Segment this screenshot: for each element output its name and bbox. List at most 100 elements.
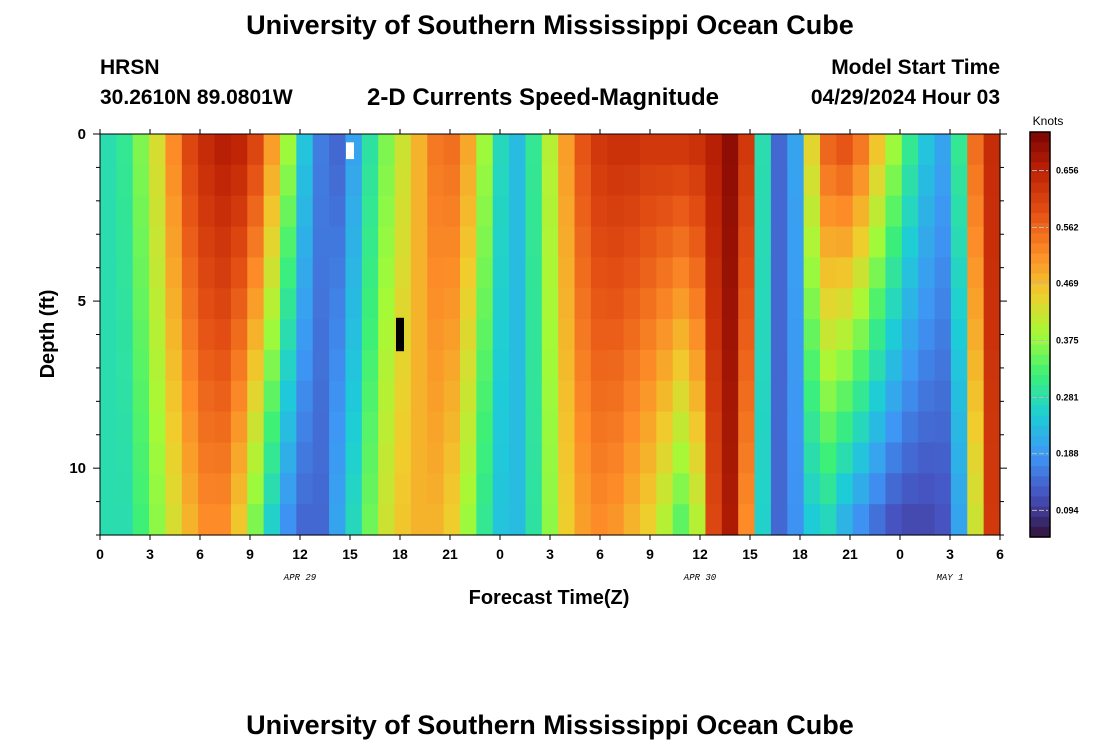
x-tick-label: 18	[392, 546, 408, 562]
heatmap-cell	[247, 473, 265, 505]
heatmap-cell	[132, 134, 150, 166]
heatmap-cell	[836, 380, 854, 413]
heatmap-chart: 0 3 6 9 12 15 18 21 0 3 6 9 12 15 18 21 0 3 6 APR 29 APR 30 M…	[37, 114, 1079, 609]
heatmap-cell	[492, 195, 510, 228]
heatmap-cell	[689, 195, 707, 228]
heatmap-cell	[345, 473, 363, 505]
colorbar-segment	[1030, 182, 1050, 194]
heatmap-cell	[803, 504, 821, 536]
heatmap-cell	[574, 349, 592, 382]
heatmap-cell	[443, 134, 461, 166]
heatmap-cell	[198, 164, 216, 197]
heatmap-cell	[149, 319, 167, 351]
heatmap-cell	[705, 226, 723, 258]
heatmap-cell	[100, 195, 117, 228]
station-name: HRSN	[100, 56, 160, 79]
heatmap-cell	[492, 504, 510, 536]
heatmap-cell	[623, 226, 641, 258]
heatmap-cell	[427, 504, 445, 536]
heatmap-cell	[901, 442, 919, 474]
colorbar-segment	[1030, 506, 1050, 518]
heatmap-cell	[787, 349, 805, 382]
heatmap-cell	[345, 349, 363, 382]
heatmap-cell	[198, 411, 216, 444]
heatmap-cell	[312, 411, 330, 444]
heatmap-cell	[623, 319, 641, 351]
heatmap-cell	[312, 226, 330, 258]
heatmap-cell	[198, 288, 216, 320]
heatmap-cell	[263, 164, 281, 197]
heatmap-cell	[296, 288, 314, 320]
heatmap-cell	[312, 134, 330, 166]
heatmap-cell	[492, 380, 510, 413]
x-tick-label: 0	[896, 546, 904, 562]
heatmap-cell	[721, 319, 739, 351]
heatmap-cell	[541, 195, 559, 228]
heatmap-cell	[672, 134, 690, 166]
heatmap-cell	[230, 319, 248, 351]
heatmap-cell	[950, 349, 968, 382]
heatmap-cell	[689, 411, 707, 444]
heatmap-cell	[754, 226, 772, 258]
heatmap-cell	[869, 226, 887, 258]
heatmap-cell	[836, 504, 854, 536]
heatmap-cell	[721, 473, 739, 505]
heatmap-cell	[607, 164, 625, 197]
heatmap-cell	[263, 134, 281, 166]
heatmap-cell	[312, 380, 330, 413]
heatmap-cell	[263, 257, 281, 289]
heatmap-cell	[754, 134, 772, 166]
heatmap-cell	[787, 411, 805, 444]
heatmap-cell	[116, 473, 134, 505]
colorbar-segment	[1030, 273, 1050, 285]
colorbar-tick-label: 0.094	[1056, 505, 1079, 515]
heatmap-cell	[918, 380, 936, 413]
heatmap-cell	[296, 380, 314, 413]
heatmap-cell	[869, 380, 887, 413]
colorbar-segment	[1030, 162, 1050, 174]
heatmap-cell	[852, 134, 870, 166]
heatmap-cell	[541, 349, 559, 382]
heatmap-cell	[820, 226, 837, 258]
heatmap-cell	[656, 442, 674, 474]
heatmap-cell	[640, 442, 657, 474]
colorbar-tick-label: 0.469	[1056, 279, 1079, 289]
heatmap-cell	[574, 164, 592, 197]
heatmap-cell	[149, 195, 167, 228]
heatmap-cell	[492, 411, 510, 444]
heatmap-cell	[427, 411, 445, 444]
heatmap-cell	[787, 257, 805, 289]
heatmap-cell	[934, 349, 952, 382]
heatmap-cell	[149, 349, 167, 382]
heatmap-cell	[149, 442, 167, 474]
heatmap-cell	[329, 319, 347, 351]
heatmap-cell	[492, 164, 510, 197]
heatmap-cell	[296, 349, 314, 382]
colorbar-segment	[1030, 233, 1050, 244]
heatmap-cell	[754, 380, 772, 413]
heatmap-cell	[803, 134, 821, 166]
heatmap-cell	[689, 226, 707, 258]
heatmap-cell	[263, 319, 281, 351]
heatmap-cell	[607, 380, 625, 413]
heatmap-cell	[607, 134, 625, 166]
heatmap-cell	[705, 473, 723, 505]
x-tick-label: 12	[292, 546, 308, 562]
heatmap-cell	[149, 226, 167, 258]
heatmap-cell	[721, 226, 739, 258]
heatmap-cell	[329, 380, 347, 413]
heatmap-cell	[230, 257, 248, 289]
heatmap-cell	[247, 380, 265, 413]
heatmap-cell	[460, 195, 477, 228]
heatmap-cell	[181, 349, 199, 382]
heatmap-cell	[345, 164, 363, 197]
heatmap-cell	[230, 380, 248, 413]
heatmap-cell	[934, 473, 952, 505]
heatmap-cell	[820, 504, 837, 536]
heatmap-cell	[263, 226, 281, 258]
heatmap-cell	[296, 504, 314, 536]
heatmap-cell	[525, 257, 543, 289]
colorbar-segment	[1030, 395, 1050, 406]
heatmap-cell	[967, 473, 985, 505]
heatmap-cell	[263, 195, 281, 228]
